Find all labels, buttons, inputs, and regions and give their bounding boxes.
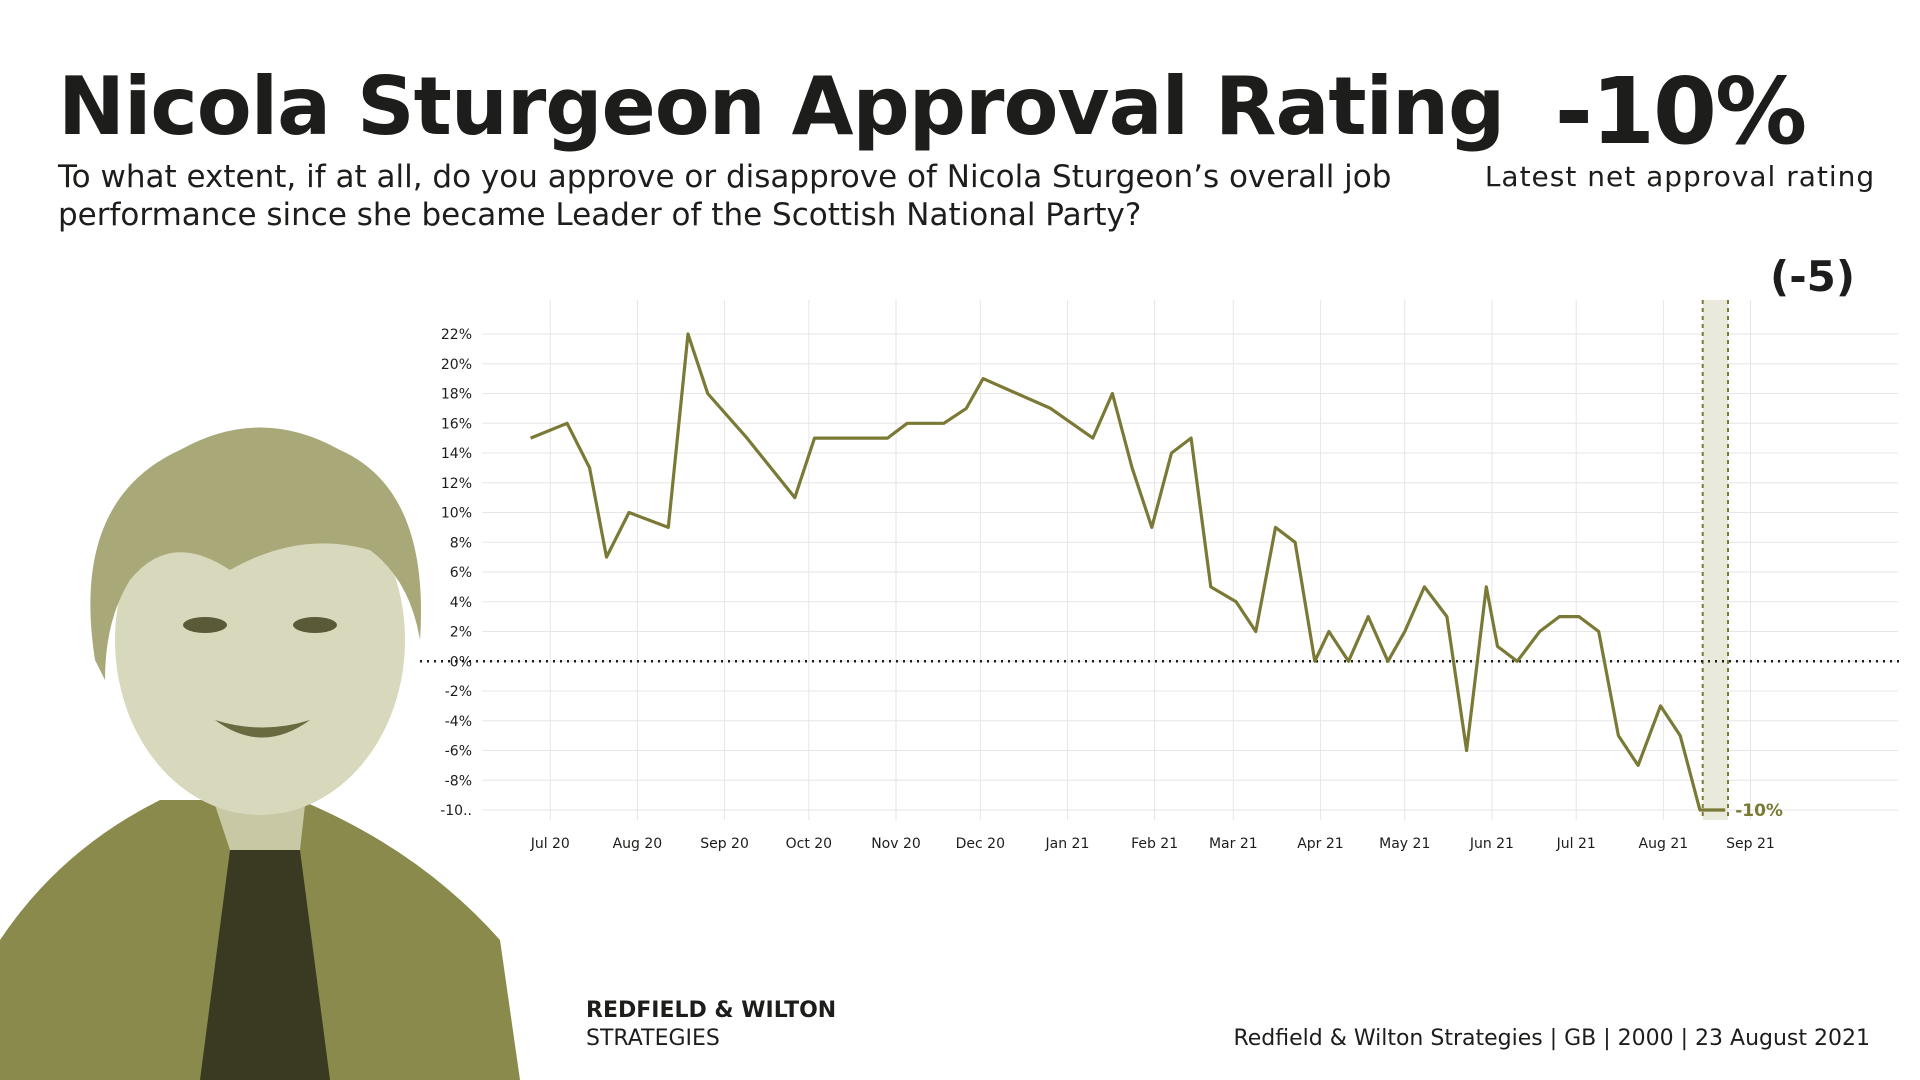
x-axis-ticks: Jul 20 Aug 20 Sep 20 Oct 20 Nov 20 Dec 20 Jan …: [530, 836, 1775, 852]
y-tick-label: -2%: [445, 684, 472, 700]
y-tick-label: 10%: [441, 506, 472, 522]
x-tick-label: Jul 21: [1556, 836, 1596, 852]
brand-logo: REDFIELD & WILTON STRATEGIES: [586, 997, 836, 1053]
x-tick-label: Feb 21: [1131, 836, 1178, 852]
latest-highlight: [1701, 300, 1729, 820]
portrait-mouth: [215, 720, 310, 738]
y-tick-label: -10..: [440, 803, 472, 819]
latest-net-approval-value: -10%: [1554, 58, 1807, 165]
y-tick-label: 16%: [441, 416, 472, 432]
portrait-hair: [90, 427, 422, 680]
y-tick-label: 22%: [441, 327, 472, 343]
latest-net-approval-label: Latest net approval rating: [1484, 160, 1876, 193]
survey-question: To what extent, if at all, do you approv…: [58, 159, 1392, 233]
portrait-eye-left: [183, 617, 227, 633]
y-tick-label: -8%: [445, 773, 472, 789]
brand-name: REDFIELD & WILTON: [586, 998, 837, 1023]
x-tick-label: Apr 21: [1297, 836, 1343, 852]
x-tick-label: Nov 20: [871, 836, 921, 852]
gridlines: [482, 300, 1898, 820]
data-points: [530, 333, 1726, 811]
x-tick-label: Jul 20: [530, 836, 570, 852]
y-tick-label: 8%: [450, 535, 472, 551]
x-tick-label: Aug 20: [613, 836, 663, 852]
approval-line-chart: 22% 20% 18% 16% 14% 12% 10% 8% 6% 4% 2% 0% -2% -4% -6%…: [420, 300, 1900, 852]
y-tick-label: 0%: [450, 654, 472, 670]
brand-subname: STRATEGIES: [586, 1026, 720, 1051]
x-tick-label: Oct 20: [786, 836, 832, 852]
portrait-eye-right: [293, 617, 337, 633]
y-tick-label: -4%: [445, 714, 472, 730]
x-tick-label: Dec 20: [956, 836, 1005, 852]
x-tick-label: May 21: [1379, 836, 1430, 852]
y-axis-ticks: 22% 20% 18% 16% 14% 12% 10% 8% 6% 4% 2% 0% -2% -4% -6%…: [440, 327, 472, 819]
x-tick-label: Mar 21: [1209, 836, 1258, 852]
y-tick-label: 6%: [450, 565, 472, 581]
source-note: Redfield & Wilton Strategies | GB | 2000…: [1233, 1026, 1870, 1051]
y-tick-label: -6%: [445, 744, 472, 760]
x-tick-label: Sep 20: [700, 836, 749, 852]
page-title: Nicola Sturgeon Approval Rating: [58, 60, 1505, 153]
y-tick-label: 12%: [441, 476, 472, 492]
end-value-label: -10%: [1735, 801, 1783, 821]
y-tick-label: 2%: [450, 625, 472, 641]
x-tick-label: Aug 21: [1639, 836, 1689, 852]
y-tick-label: 18%: [441, 387, 472, 403]
portrait-image: [0, 427, 520, 1080]
x-tick-label: Sep 21: [1726, 836, 1775, 852]
y-tick-label: 4%: [450, 595, 472, 611]
x-tick-label: Jun 21: [1469, 836, 1514, 852]
x-tick-label: Jan 21: [1045, 836, 1090, 852]
change-badge: (-5): [1770, 252, 1856, 301]
portrait-shirt: [200, 850, 330, 1080]
y-tick-label: 14%: [441, 446, 472, 462]
y-tick-label: 20%: [441, 357, 472, 373]
highlight-band: [1702, 300, 1728, 820]
